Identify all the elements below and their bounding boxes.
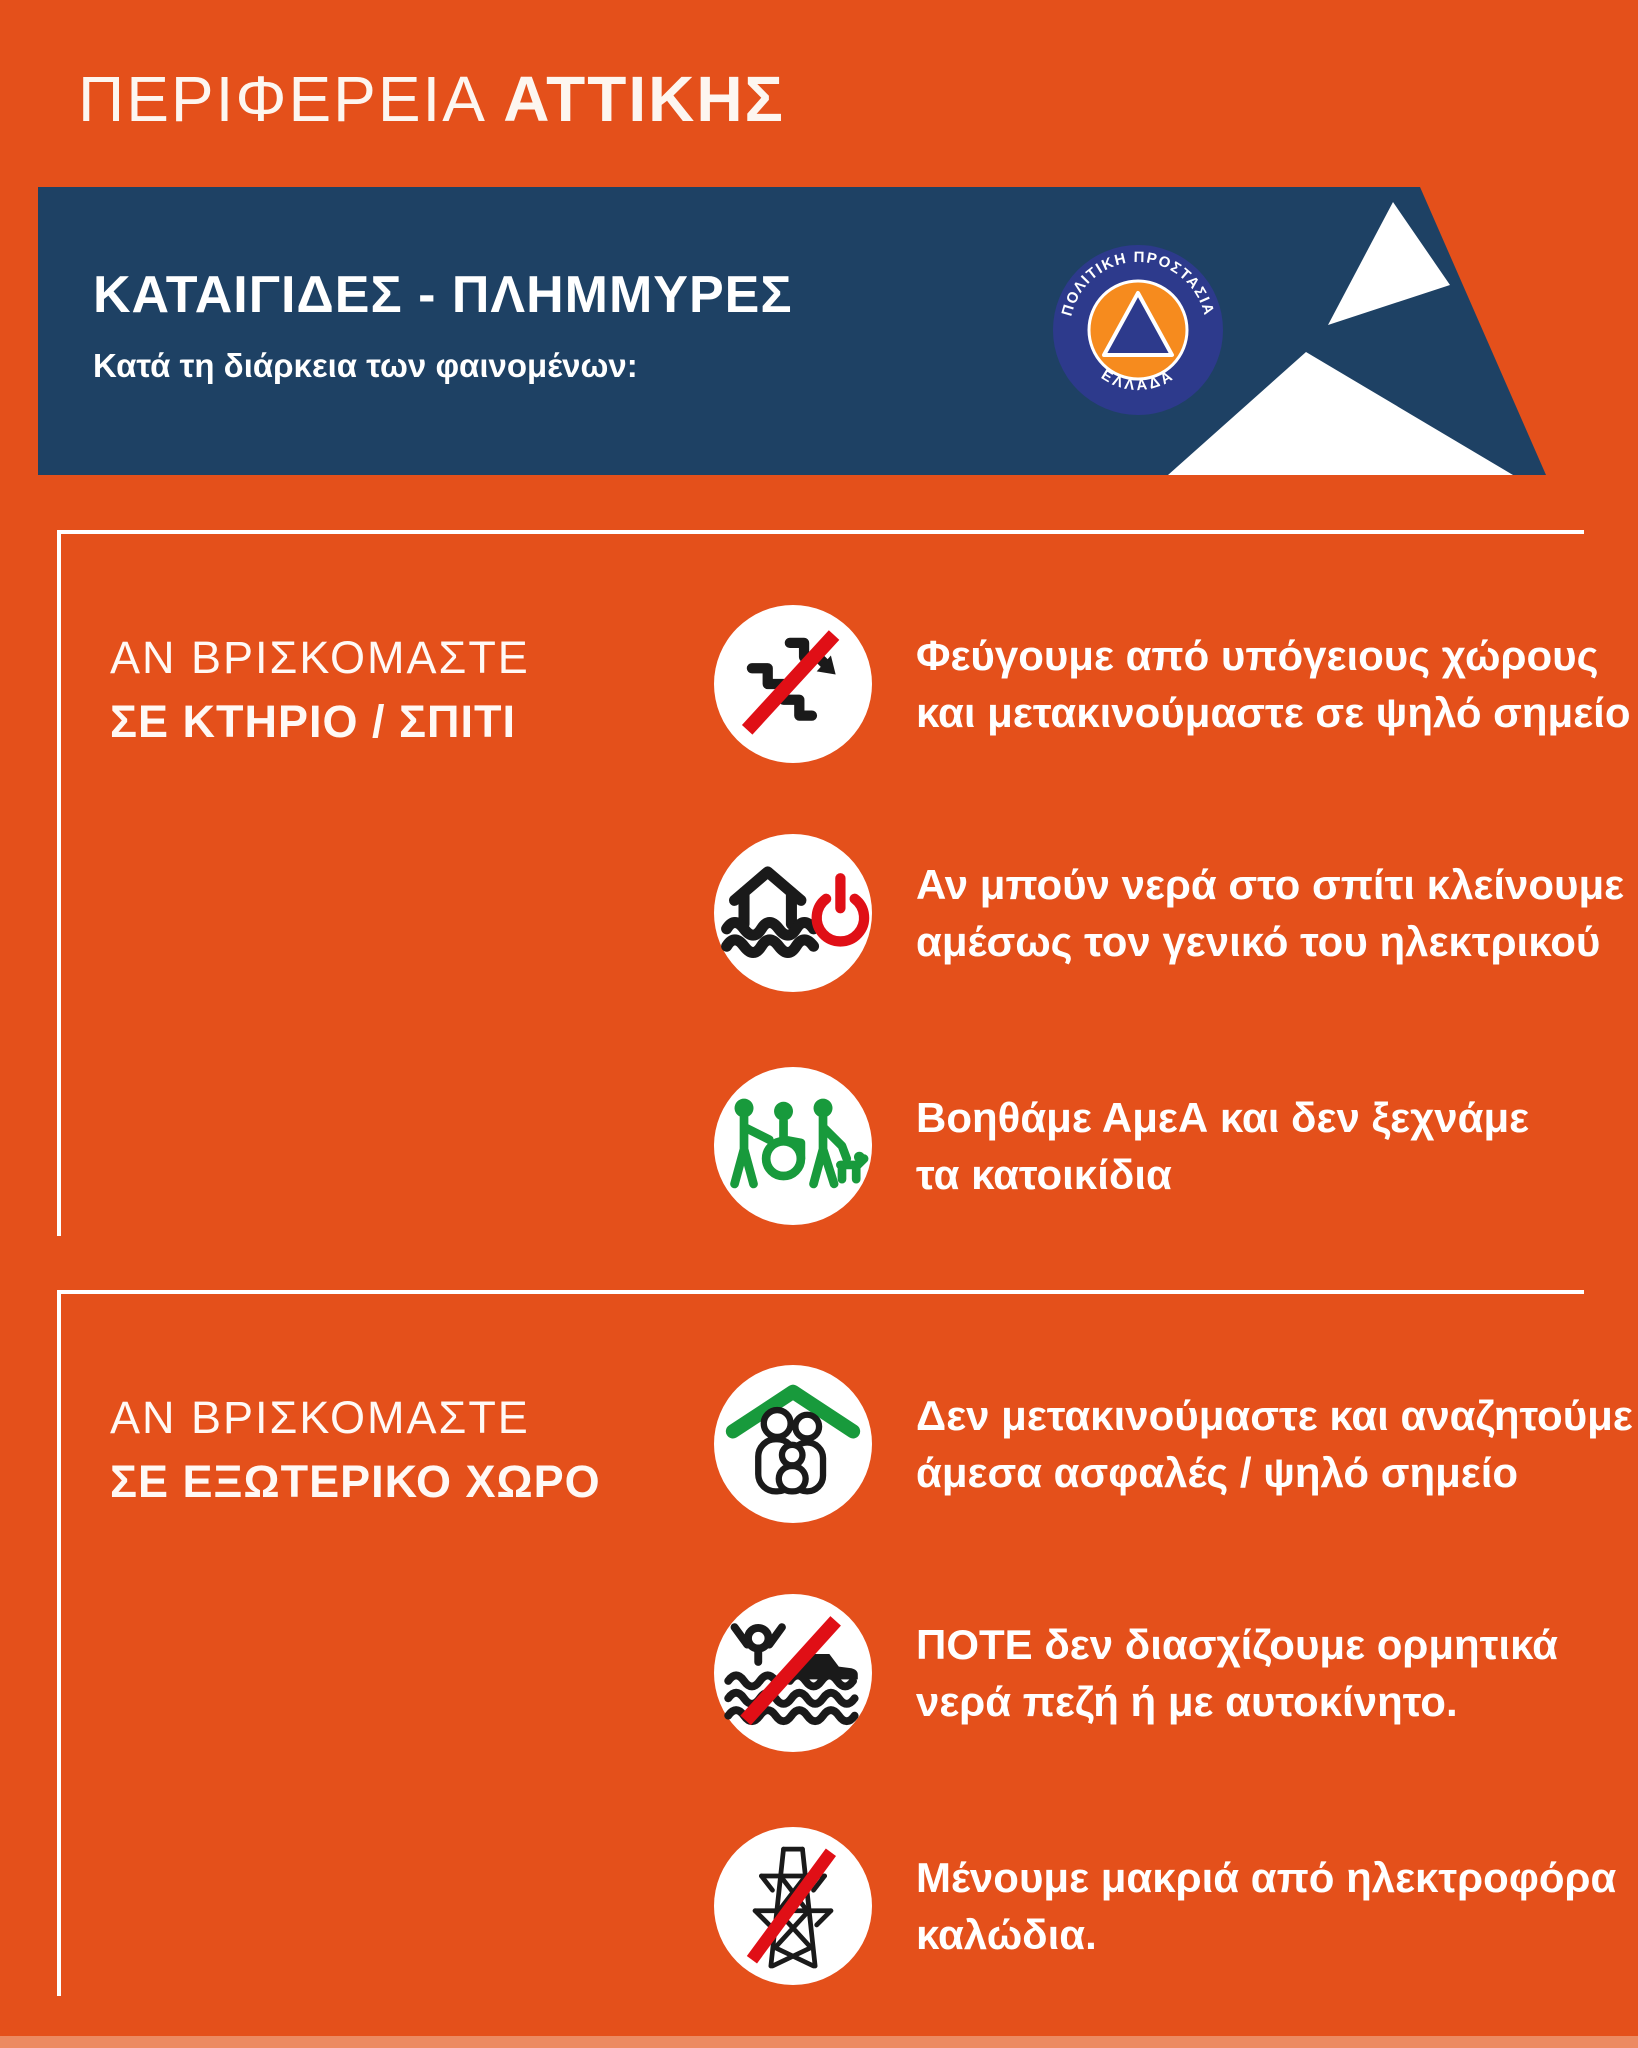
section-indoors: ΑΝ ΒΡΙΣΚΟΜΑΣΤΕ ΣΕ ΚΤΗΡΙΟ / ΣΠΙΤΙ Φεύγουμ…: [57, 530, 1631, 1236]
icon-circle: [714, 834, 872, 992]
item-text-line1: Μένουμε μακριά από ηλεκτροφόρα: [916, 1854, 1617, 1901]
item-text-line1: Φεύγουμε από υπόγειους χώρους: [916, 632, 1599, 679]
list-item: Δεν μετακινούμαστε και αναζητούμε άμεσα …: [714, 1365, 1633, 1523]
item-text-line2: καλώδια.: [916, 1911, 1097, 1958]
list-item: Αν μπούν νερά στο σπίτι κλείνουμε αμέσως…: [714, 834, 1624, 992]
item-text-line1: Βοηθάμε ΑμεΑ και δεν ξεχνάμε: [916, 1094, 1530, 1141]
section-indoors-header: ΑΝ ΒΡΙΣΚΟΜΑΣΤΕ ΣΕ ΚΤΗΡΙΟ / ΣΠΙΤΙ: [110, 626, 530, 754]
item-text: Μένουμε μακριά από ηλεκτροφόρα καλώδια.: [916, 1849, 1616, 1963]
banner: ΚΑΤΑΙΓΙΔΕΣ - ΠΛΗΜΜΥΡΕΣ Κατά τη διάρκεια …: [38, 187, 1546, 475]
item-text-line1: Δεν μετακινούμαστε και αναζητούμε: [916, 1392, 1633, 1439]
no-power-lines-icon: [746, 1846, 837, 1969]
page-title: ΠΕΡΙΦΕΡΕΙΑ ΑΤΤΙΚΗΣ: [78, 62, 785, 136]
section-header-line2: ΣΕ ΚΤΗΡΙΟ / ΣΠΙΤΙ: [110, 696, 517, 747]
item-text: Βοηθάμε ΑμεΑ και δεν ξεχνάμε τα κατοικίδ…: [916, 1089, 1529, 1203]
item-text: Δεν μετακινούμαστε και αναζητούμε άμεσα …: [916, 1387, 1633, 1501]
item-text-line2: νερά πεζή ή με αυτοκίνητο.: [916, 1678, 1458, 1725]
item-text: Αν μπούν νερά στο σπίτι κλείνουμε αμέσως…: [916, 856, 1624, 970]
section-header-line1: ΑΝ ΒΡΙΣΚΟΜΑΣΤΕ: [110, 632, 530, 683]
flooded-house-power-off-icon: [721, 866, 870, 958]
banner-subtitle: Κατά τη διάρκεια των φαινομένων:: [93, 347, 638, 384]
list-item: Μένουμε μακριά από ηλεκτροφόρα καλώδια.: [714, 1827, 1616, 1985]
list-item: Φεύγουμε από υπόγειους χώρους και μετακι…: [714, 605, 1631, 763]
page-title-bold: ΑΤΤΙΚΗΣ: [503, 63, 785, 135]
icon-circle: [714, 1067, 872, 1225]
section-header-line2: ΣΕ ΕΞΩΤΕΡΙΚΟ ΧΩΡΟ: [110, 1456, 601, 1507]
icon-circle: [714, 1365, 872, 1523]
list-item: Βοηθάμε ΑμεΑ και δεν ξεχνάμε τα κατοικίδ…: [714, 1067, 1529, 1225]
help-disabled-and-pets-icon: [730, 1098, 869, 1189]
section-header-line1: ΑΝ ΒΡΙΣΚΟΜΑΣΤΕ: [110, 1392, 530, 1443]
item-text-line1: ΠΟΤΕ δεν διασχίζουμε ορμητικά: [916, 1621, 1558, 1668]
attica-a-mark-icon: [1168, 202, 1513, 475]
item-text-line2: αμέσως τον γενικό του ηλεκτρικού: [916, 918, 1601, 965]
item-text: ΠΟΤΕ δεν διασχίζουμε ορμητικά νερά πεζή …: [916, 1616, 1558, 1730]
family-shelter-icon: [725, 1384, 861, 1495]
icon-circle: [714, 605, 872, 763]
no-crossing-flood-waters-icon: [724, 1616, 859, 1726]
item-text-line2: και μετακινούμαστε σε ψηλό σημείο: [916, 689, 1631, 736]
section-outdoors-header: ΑΝ ΒΡΙΣΚΟΜΑΣΤΕ ΣΕ ΕΞΩΤΕΡΙΚΟ ΧΩΡΟ: [110, 1386, 601, 1514]
footer-strip: [0, 2036, 1638, 2048]
section-outdoors: ΑΝ ΒΡΙΣΚΟΜΑΣΤΕ ΣΕ ΕΞΩΤΕΡΙΚΟ ΧΩΡΟ: [57, 1290, 1633, 1996]
banner-title: ΚΑΤΑΙΓΙΔΕΣ - ΠΛΗΜΜΥΡΕΣ: [93, 266, 793, 324]
item-text: Φεύγουμε από υπόγειους χώρους και μετακι…: [916, 627, 1631, 741]
list-item: ΠΟΤΕ δεν διασχίζουμε ορμητικά νερά πεζή …: [714, 1594, 1558, 1752]
icon-circle: [714, 1827, 872, 1985]
item-text-line2: άμεσα ασφαλές / ψηλό σημείο: [916, 1449, 1519, 1496]
item-text-line1: Αν μπούν νερά στο σπίτι κλείνουμε: [916, 861, 1625, 908]
civil-protection-logo-icon: ΠΟΛΙΤΙΚΗ ΠΡΟΣΤΑΣΙΑ ΕΛΛΑΔΑ: [1053, 245, 1223, 415]
page-title-regular: ΠΕΡΙΦΕΡΕΙΑ: [78, 63, 484, 135]
no-basement-stairs-icon: [741, 630, 840, 735]
icon-circle: [714, 1594, 872, 1752]
item-text-line2: τα κατοικίδια: [916, 1151, 1172, 1198]
